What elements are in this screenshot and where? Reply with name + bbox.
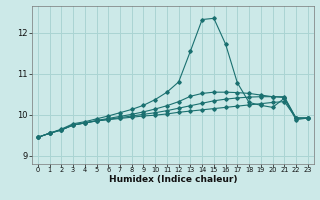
X-axis label: Humidex (Indice chaleur): Humidex (Indice chaleur) (108, 175, 237, 184)
